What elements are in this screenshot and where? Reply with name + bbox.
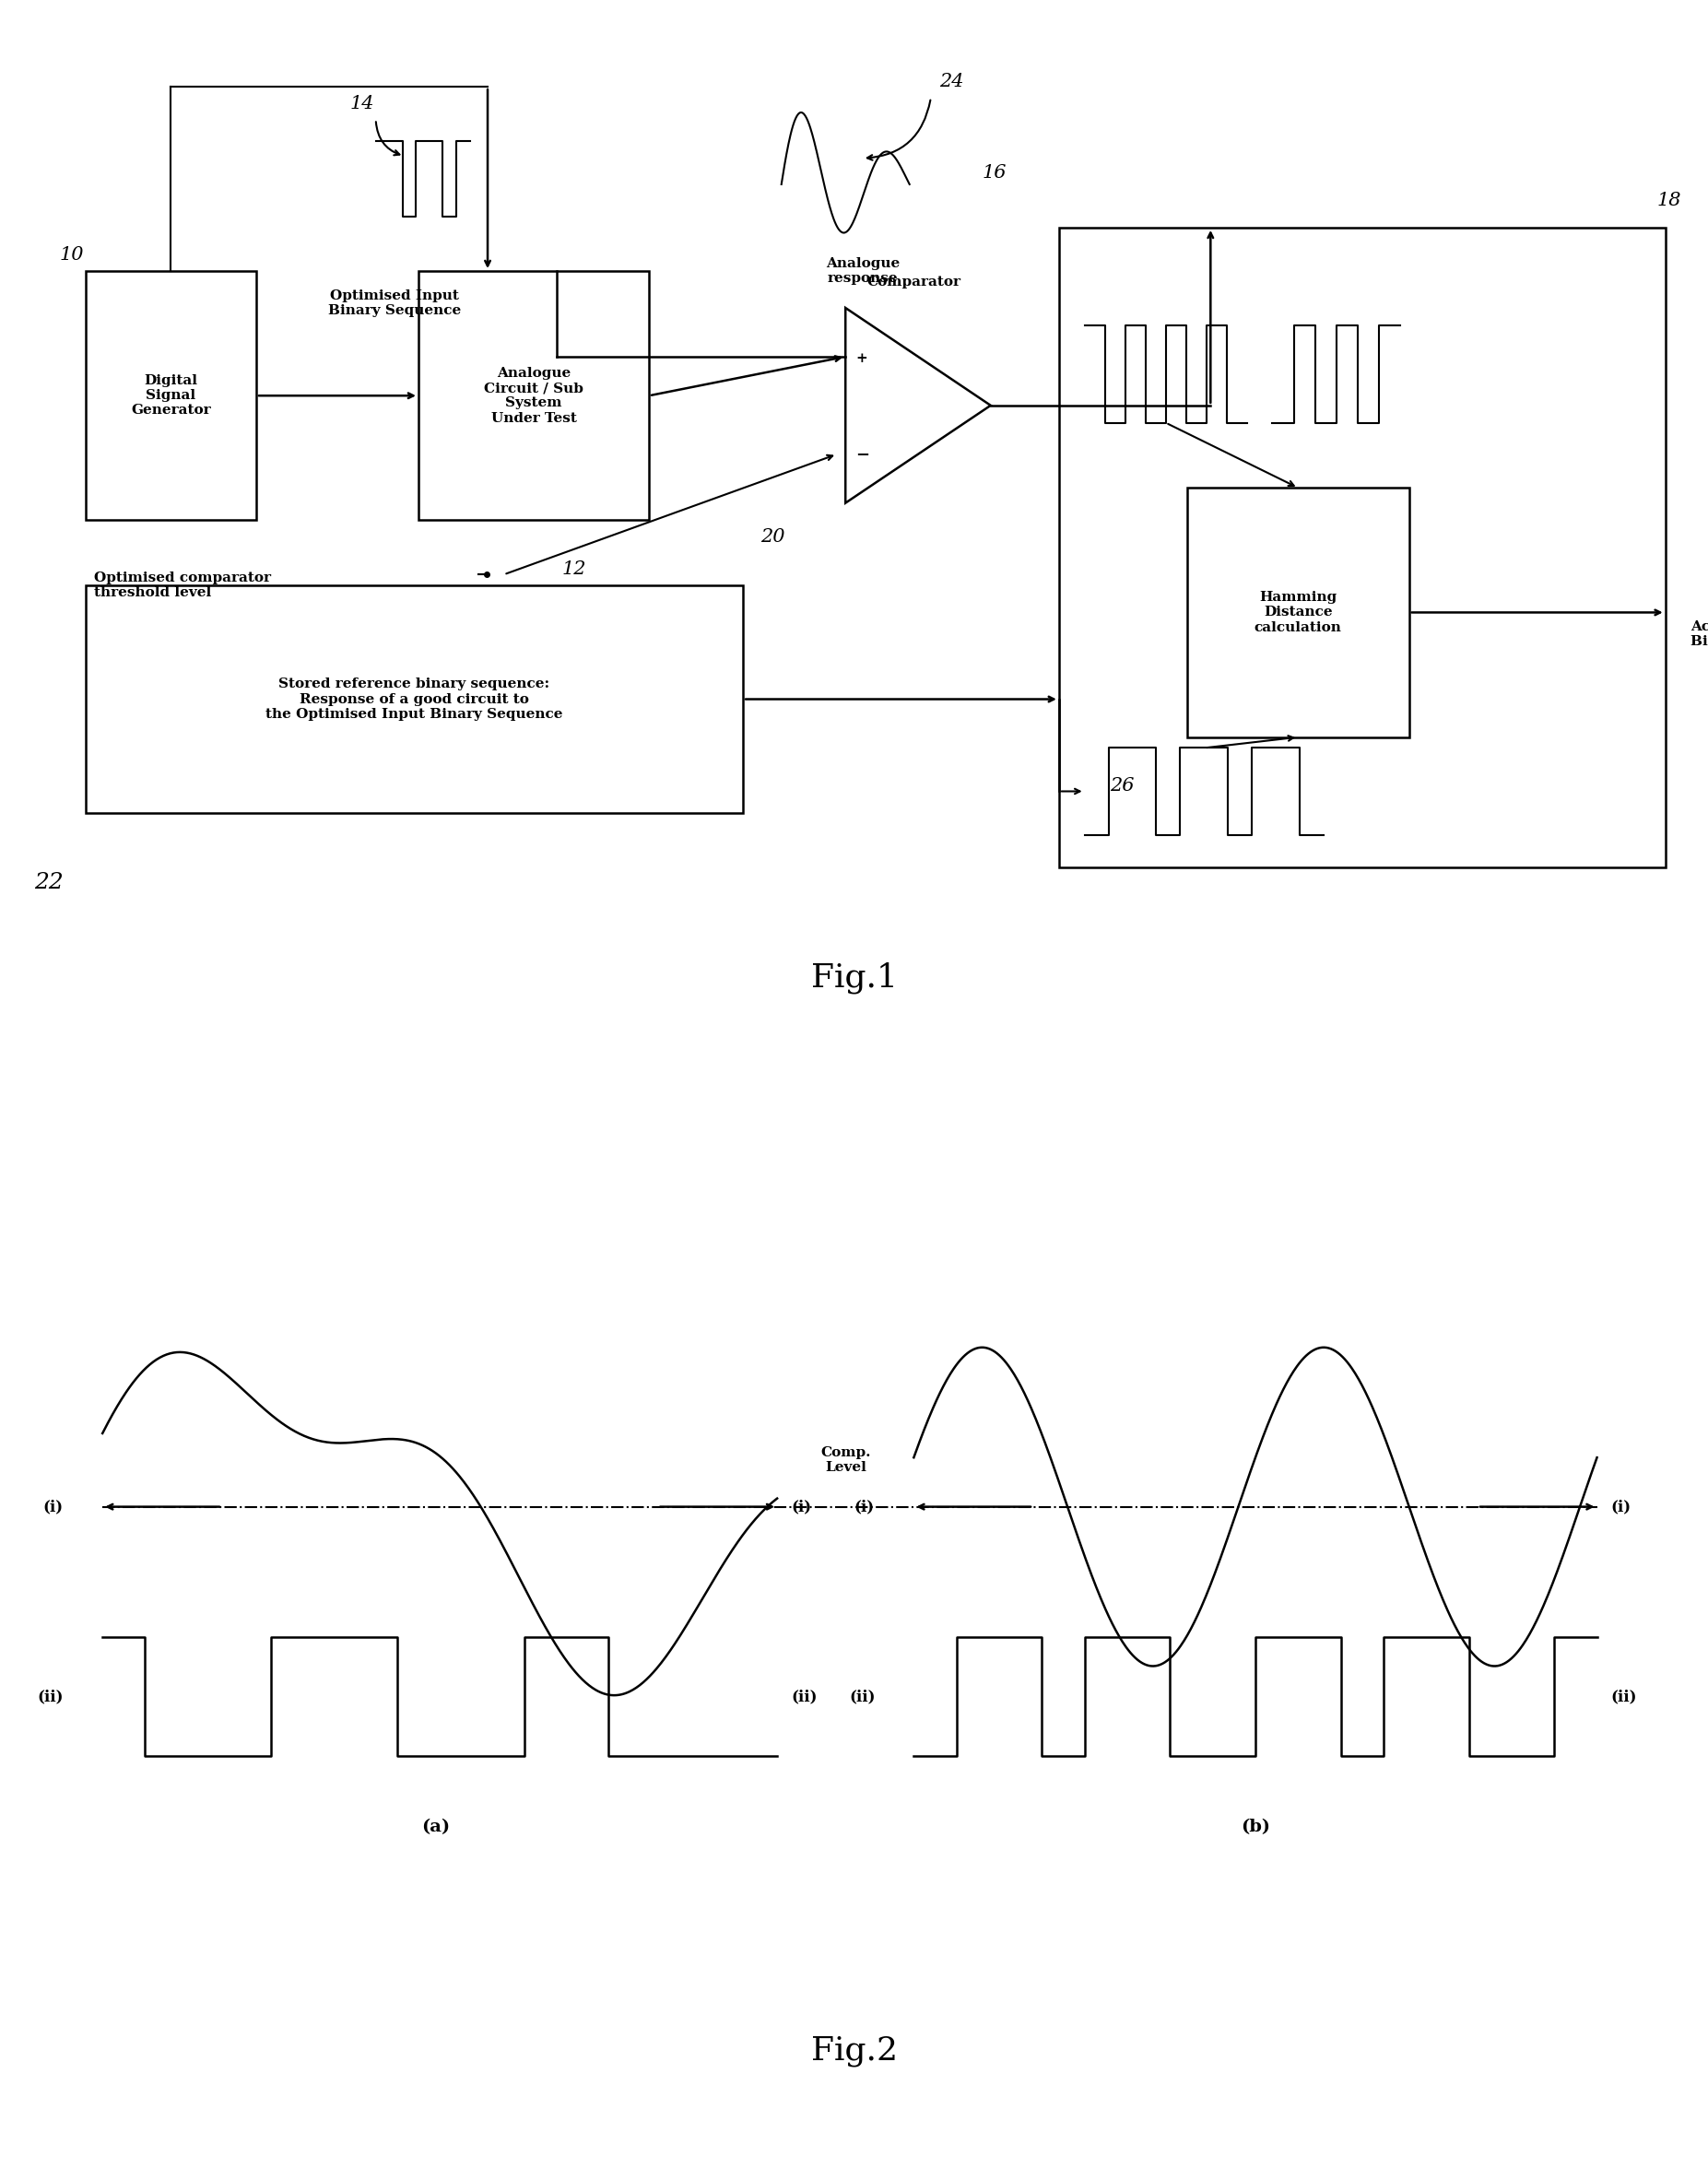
FancyBboxPatch shape	[1187, 488, 1409, 737]
Text: (a): (a)	[422, 1819, 449, 1836]
Text: (i): (i)	[791, 1498, 811, 1515]
Text: Optimised Input
Binary Sequence: Optimised Input Binary Sequence	[328, 288, 461, 317]
Text: +: +	[856, 353, 868, 364]
Text: 14: 14	[350, 95, 374, 113]
Text: (ii): (ii)	[791, 1689, 816, 1704]
Text: 10: 10	[60, 247, 84, 264]
Text: −: −	[856, 447, 869, 464]
Text: Hamming
Distance
calculation: Hamming Distance calculation	[1254, 592, 1342, 633]
Text: Analogue
response: Analogue response	[825, 256, 900, 284]
FancyBboxPatch shape	[85, 271, 256, 520]
Text: Comp.
Level: Comp. Level	[820, 1446, 871, 1474]
Text: 26: 26	[1110, 778, 1134, 796]
Text: 22: 22	[34, 872, 63, 893]
Text: Fig.1: Fig.1	[811, 963, 897, 993]
Text: Stored reference binary sequence:
Response of a good circuit to
the Optimised In: Stored reference binary sequence: Respon…	[265, 679, 564, 720]
Text: Fig.2: Fig.2	[811, 2036, 897, 2066]
Text: (ii): (ii)	[1611, 1689, 1636, 1704]
Text: Comparator: Comparator	[868, 275, 962, 288]
Text: 12: 12	[562, 562, 586, 579]
Text: 16: 16	[982, 165, 1006, 182]
Text: 24: 24	[939, 74, 963, 91]
FancyBboxPatch shape	[1059, 228, 1665, 867]
Text: (i): (i)	[854, 1498, 874, 1515]
Text: Optimised comparator
threshold level: Optimised comparator threshold level	[94, 570, 272, 598]
Text: Digital
Signal
Generator: Digital Signal Generator	[132, 375, 210, 416]
Text: 20: 20	[760, 529, 784, 546]
FancyBboxPatch shape	[85, 585, 743, 813]
Text: (i): (i)	[43, 1498, 63, 1515]
FancyBboxPatch shape	[418, 271, 649, 520]
Text: Actual output
Binary Sequence: Actual output Binary Sequence	[1691, 620, 1708, 648]
Text: Analogue
Circuit / Sub
System
Under Test: Analogue Circuit / Sub System Under Test	[483, 366, 584, 425]
Text: 18: 18	[1657, 193, 1681, 210]
Text: (ii): (ii)	[849, 1689, 874, 1704]
Text: (ii): (ii)	[38, 1689, 63, 1704]
Text: (b): (b)	[1240, 1819, 1271, 1836]
Text: (i): (i)	[1611, 1498, 1631, 1515]
